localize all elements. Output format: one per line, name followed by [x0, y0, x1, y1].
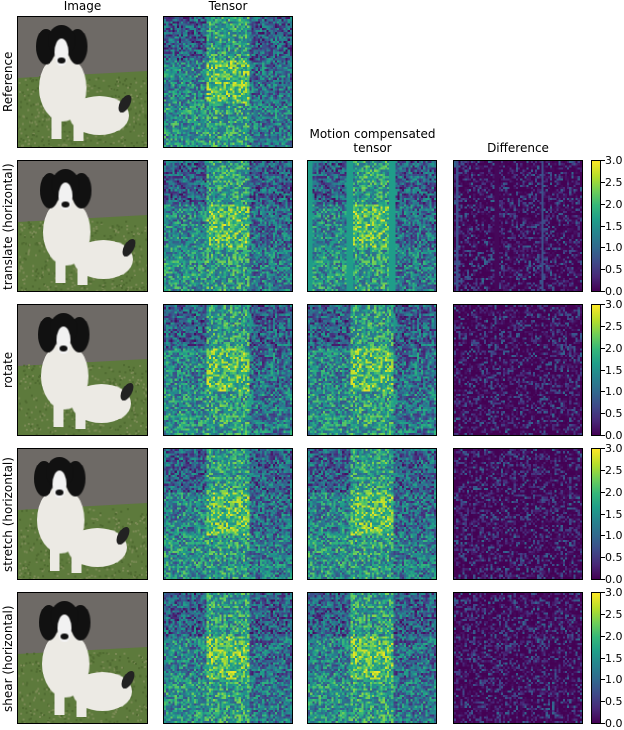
colorbar-tick-label: 1.5	[605, 219, 623, 233]
colorbar-tick-mark	[601, 291, 605, 292]
colorbar-tick-mark	[601, 491, 605, 493]
mc-tensor-panel	[307, 304, 437, 436]
col-title-mc-line2: tensor	[353, 141, 392, 155]
image-panel	[17, 16, 148, 148]
colorbar-tick-label: 0.5	[605, 551, 623, 565]
colorbar-tick-mark	[601, 413, 605, 415]
colorbar-tick-label: 2.0	[605, 197, 623, 211]
colorbar-tick-label: 2.5	[605, 607, 623, 621]
colorbar-tick-mark	[601, 269, 605, 271]
colorbar-tick-mark	[601, 448, 605, 449]
mc-tensor-panel	[307, 592, 437, 724]
colorbar-tick-mark	[601, 579, 605, 580]
colorbar-tick-label: 1.0	[605, 241, 623, 255]
image-panel	[17, 160, 148, 292]
colorbar-tick-label: 0.0	[605, 573, 623, 586]
tensor-panel	[163, 592, 293, 724]
difference-panel	[453, 160, 583, 292]
difference-panel	[453, 448, 583, 580]
row-label: translate (horizontal)	[1, 162, 15, 290]
colorbar	[591, 592, 601, 724]
colorbar-tick-mark	[601, 181, 605, 183]
colorbar-tick-label: 1.5	[605, 651, 623, 665]
tensor-panel	[163, 160, 293, 292]
colorbar-tick-mark	[601, 657, 605, 659]
colorbar-tick-mark	[601, 347, 605, 349]
colorbar-tick-mark	[601, 247, 605, 249]
colorbar-tick-label: 3.0	[605, 442, 623, 455]
difference-panel	[453, 592, 583, 724]
col-title-image: Image	[63, 0, 102, 13]
row-label: shear (horizontal)	[1, 604, 15, 712]
colorbar	[591, 448, 601, 580]
mc-tensor-panel	[307, 448, 437, 580]
colorbar-tick-label: 2.0	[605, 629, 623, 643]
image-panel	[17, 448, 148, 580]
colorbar-tick-label: 1.0	[605, 529, 623, 543]
colorbar-tick-mark	[601, 304, 605, 305]
tensor-panel	[163, 304, 293, 436]
colorbar-tick-label: 2.5	[605, 319, 623, 333]
colorbar-tick-mark	[601, 613, 605, 615]
colorbar-tick-mark	[601, 325, 605, 327]
colorbar-tick-label: 0.5	[605, 695, 623, 709]
colorbar-tick-label: 3.0	[605, 586, 623, 599]
colorbar-tick-mark	[601, 723, 605, 724]
colorbar-tick-label: 2.5	[605, 463, 623, 477]
col-title-mc-line1: Motion compensated	[309, 127, 436, 141]
colorbar-tick-mark	[601, 225, 605, 227]
row-label: rotate	[1, 351, 15, 388]
colorbar-tick-mark	[601, 513, 605, 515]
mc-tensor-panel	[307, 160, 437, 292]
colorbar-tick-label: 1.5	[605, 507, 623, 521]
colorbar-tick-mark	[601, 535, 605, 537]
row-label: stretch (horizontal)	[1, 456, 15, 572]
col-title-difference: Difference	[487, 141, 549, 155]
colorbar	[591, 304, 601, 436]
colorbar-tick-label: 2.0	[605, 341, 623, 355]
col-title-tensor: Tensor	[208, 0, 248, 13]
colorbar-tick-label: 0.0	[605, 429, 623, 442]
colorbar-tick-mark	[601, 635, 605, 637]
colorbar-tick-label: 3.0	[605, 298, 623, 311]
colorbar-tick-label: 0.5	[605, 407, 623, 421]
colorbar-tick-label: 2.5	[605, 175, 623, 189]
colorbar-tick-mark	[601, 369, 605, 371]
colorbar-tick-mark	[601, 203, 605, 205]
difference-panel	[453, 304, 583, 436]
colorbar-tick-mark	[601, 469, 605, 471]
colorbar-tick-mark	[601, 435, 605, 436]
colorbar-tick-label: 0.5	[605, 263, 623, 277]
colorbar	[591, 160, 601, 292]
image-panel	[17, 304, 148, 436]
colorbar-tick-mark	[601, 160, 605, 161]
colorbar-tick-label: 3.0	[605, 154, 623, 167]
colorbar-tick-label: 2.0	[605, 485, 623, 499]
colorbar-tick-mark	[601, 679, 605, 681]
tensor-panel	[163, 448, 293, 580]
colorbar-tick-label: 1.0	[605, 385, 623, 399]
colorbar-tick-label: 1.5	[605, 363, 623, 377]
colorbar-tick-label: 1.0	[605, 673, 623, 687]
colorbar-tick-label: 0.0	[605, 285, 623, 298]
colorbar-tick-label: 0.0	[605, 717, 623, 730]
colorbar-tick-mark	[601, 592, 605, 593]
image-panel	[17, 592, 148, 724]
row-label: Reference	[1, 51, 15, 112]
colorbar-tick-mark	[601, 557, 605, 559]
colorbar-tick-mark	[601, 701, 605, 703]
colorbar-tick-mark	[601, 391, 605, 393]
tensor-panel	[163, 16, 293, 148]
